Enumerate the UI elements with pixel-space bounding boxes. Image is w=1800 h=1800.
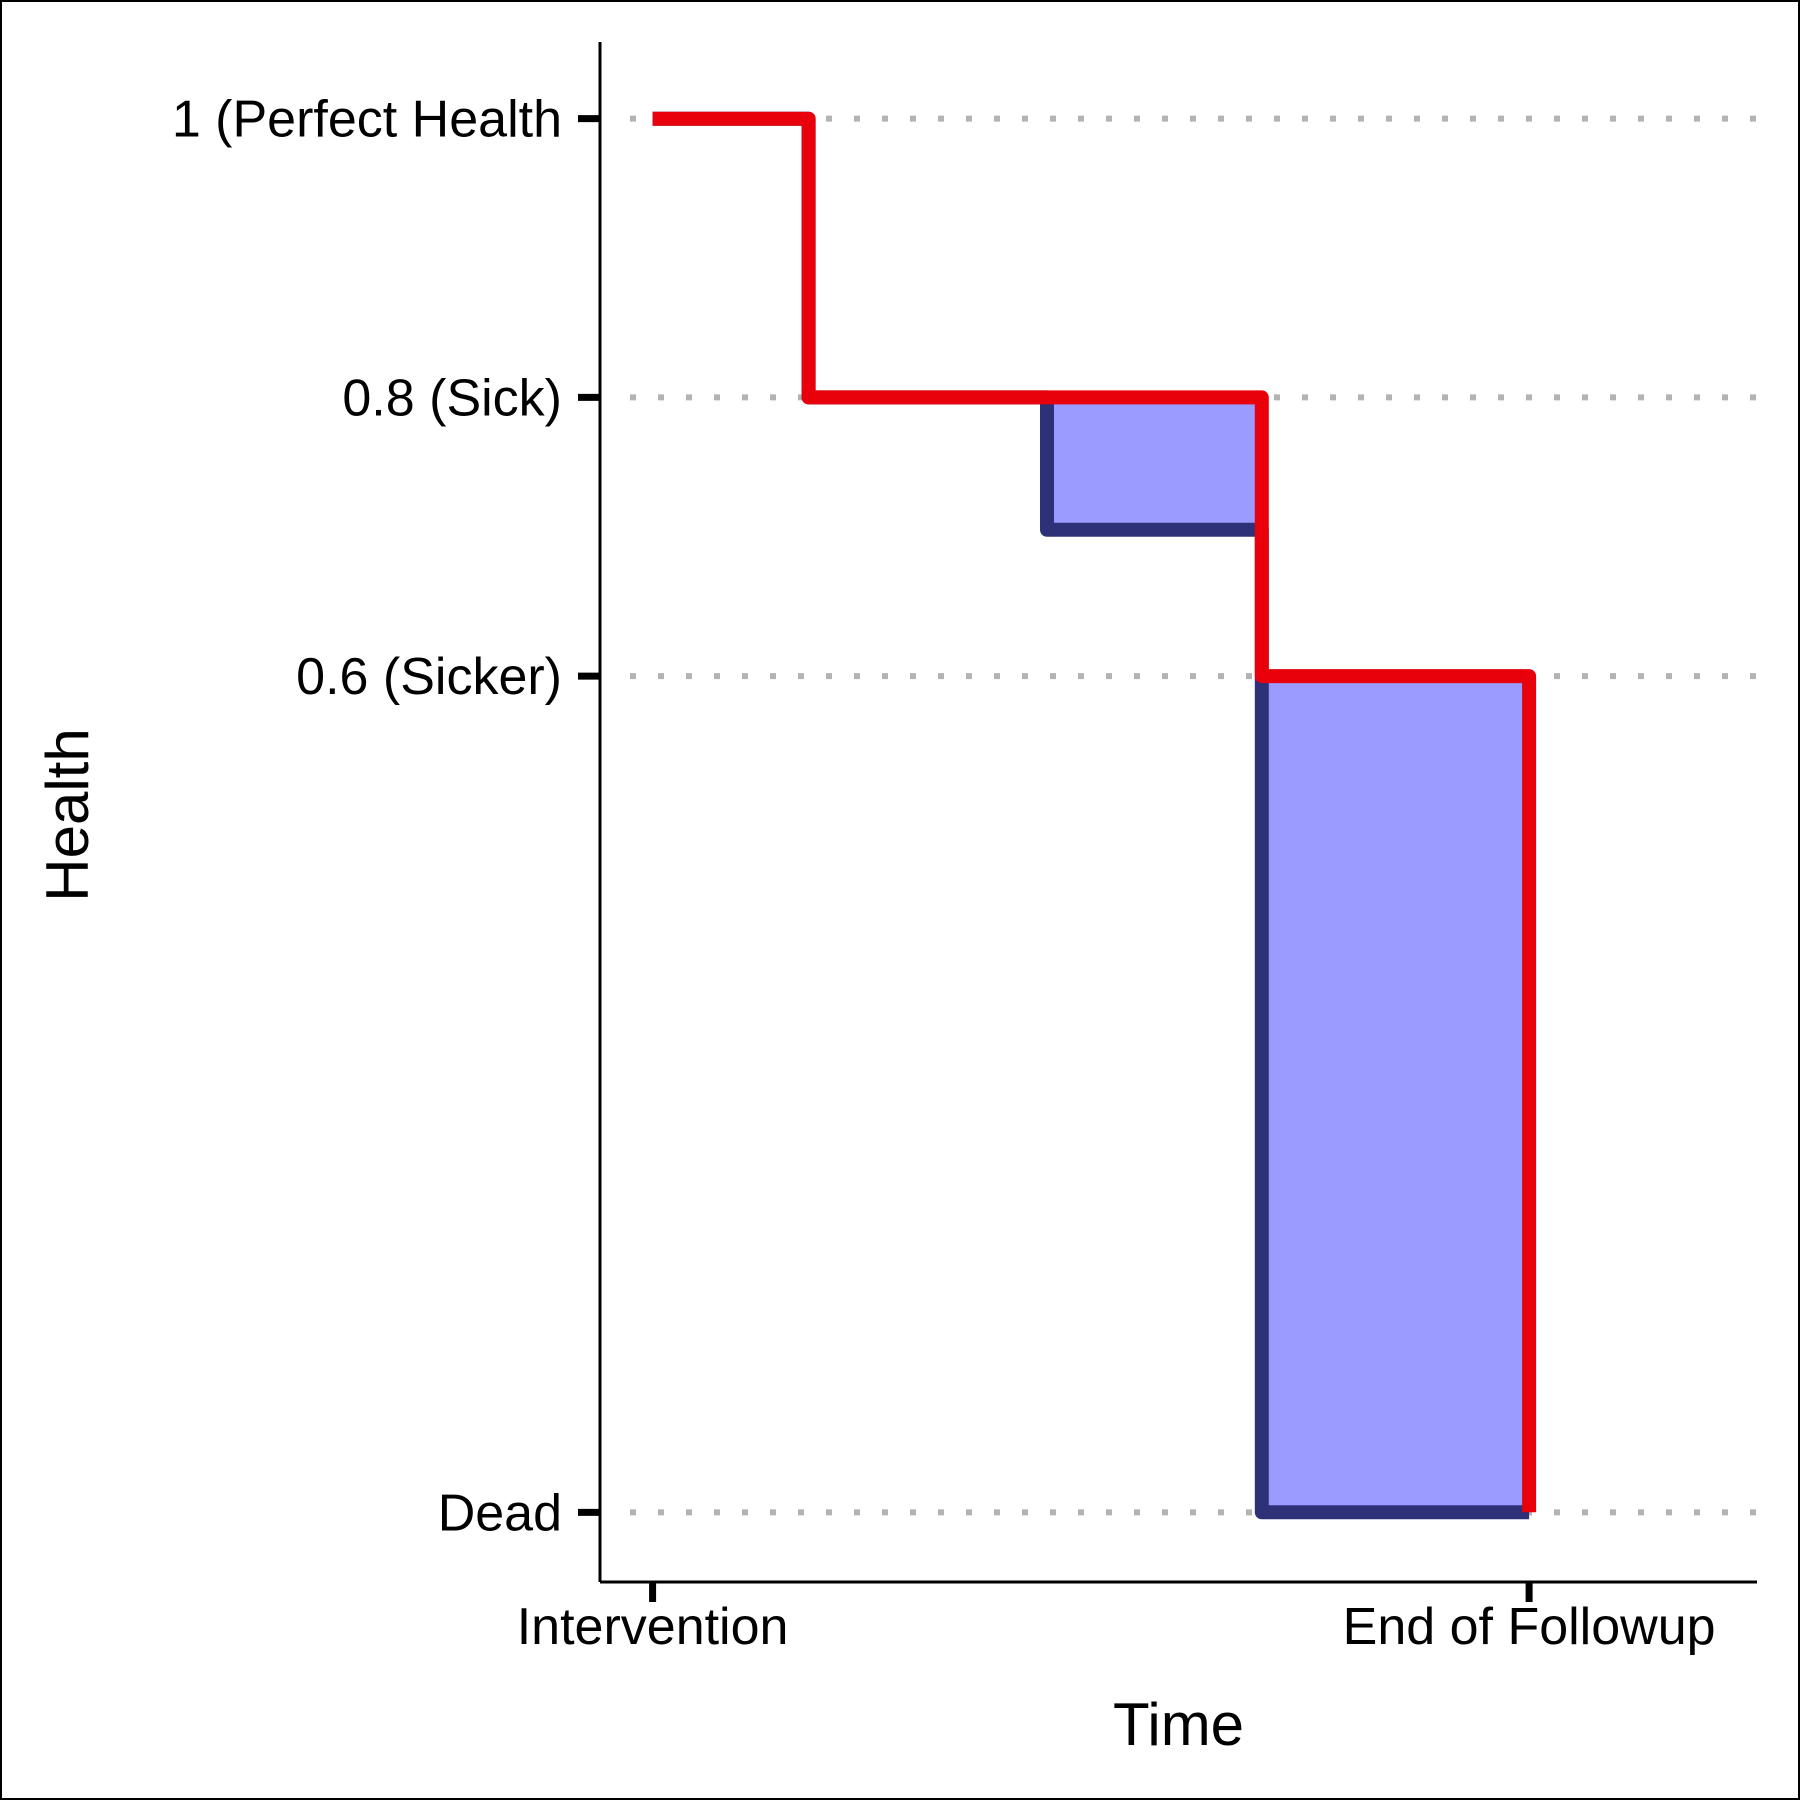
series-line-1: [652, 111, 1537, 1513]
tick-layer: 1 (Perfect Health 0.8 (Sick) 0.6 (Sicker) D…: [172, 91, 1716, 1656]
y-tick-label-3: Dead: [438, 1484, 562, 1542]
x-axis-title: Time: [1113, 1691, 1244, 1758]
y-tick-label-2: 0.6 (Sicker): [296, 648, 562, 706]
grid-layer: [630, 115, 1757, 1516]
x-tick-label-0: Intervention: [517, 1598, 789, 1656]
shaded-region-0: [1047, 397, 1262, 530]
shaded-region-1: [1261, 676, 1530, 1513]
y-tick-label-1: 0.8 (Sick): [342, 369, 562, 427]
y-axis-title: Health: [34, 728, 101, 901]
series-layer: [652, 111, 1537, 1520]
shaded-area-layer: [1047, 397, 1530, 1513]
axis-layer: [598, 42, 1757, 1584]
y-tick-label-0: 1 (Perfect Health: [172, 91, 562, 149]
x-tick-label-1: End of Followup: [1343, 1598, 1716, 1656]
